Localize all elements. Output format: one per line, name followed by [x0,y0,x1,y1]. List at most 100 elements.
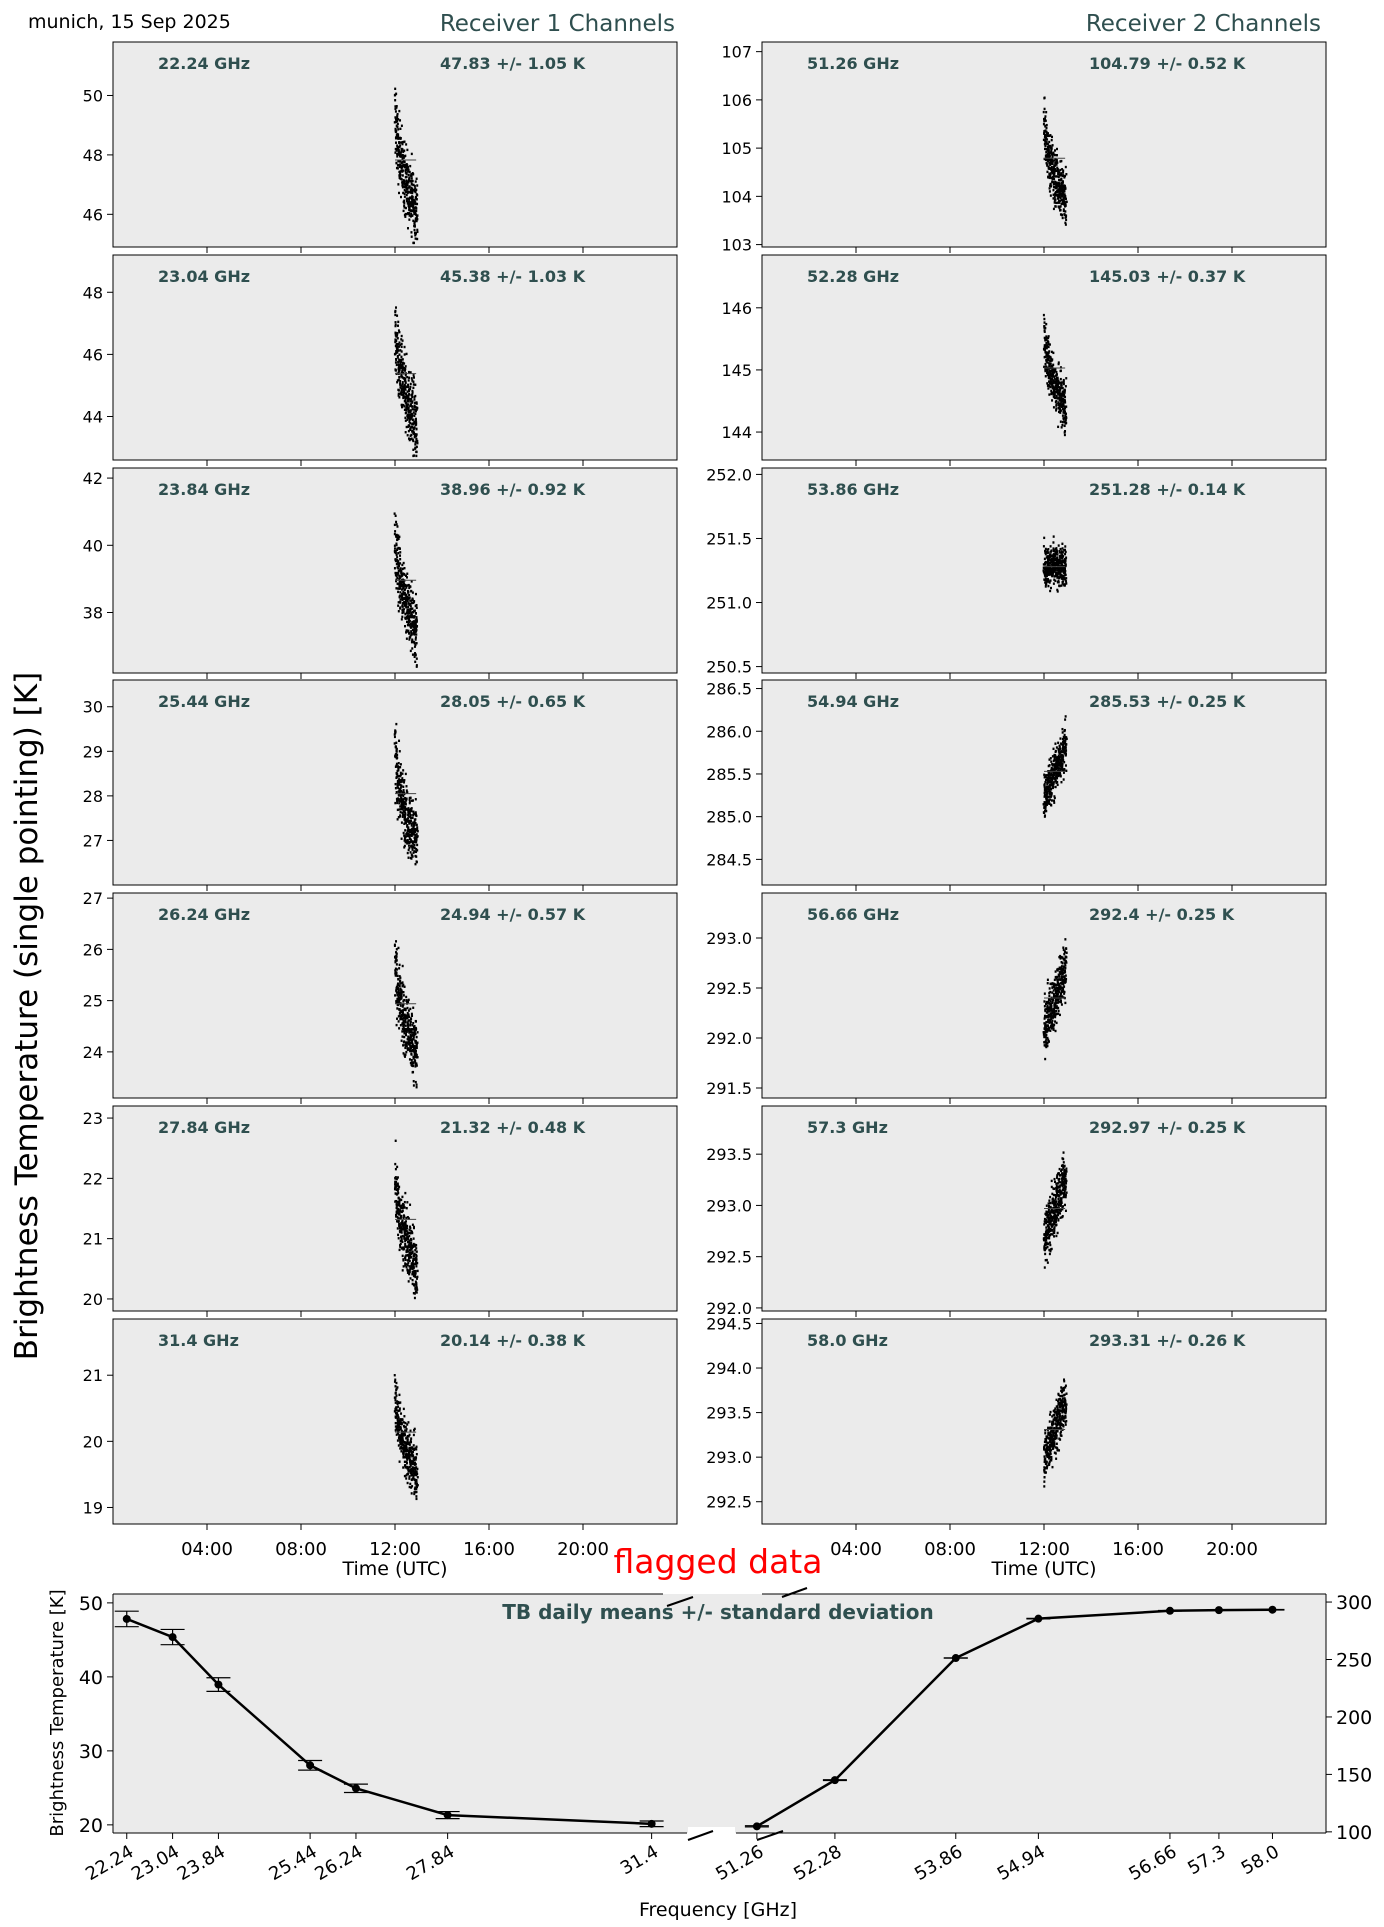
data-point [410,1461,413,1465]
data-point [408,1043,411,1046]
data-point [1045,1237,1048,1241]
data-point [408,1269,411,1273]
data-point [1047,1228,1050,1231]
data-point [412,620,415,623]
data-point [1056,168,1059,171]
data-point [1043,1035,1046,1039]
data-point [395,1177,398,1181]
data-point [1047,548,1050,551]
receiver2-title: Receiver 2 Channels [1086,11,1321,37]
data-point [398,1421,401,1425]
data-point [1054,561,1057,565]
data-point [409,1267,412,1270]
y-tick-label: 292.5 [706,1248,752,1267]
data-point [401,141,404,144]
data-point [414,180,417,183]
data-point [403,408,406,411]
data-point [405,408,408,412]
data-point [409,404,412,408]
data-point [408,1259,411,1263]
data-point [405,1206,408,1210]
data-point [406,1038,409,1041]
data-point [404,154,407,157]
data-point [394,116,397,119]
data-point [394,1425,397,1428]
data-point [415,423,418,426]
data-point [395,358,398,362]
data-point [402,591,405,594]
data-point [402,1434,405,1437]
data-point [1053,1211,1056,1215]
data-point [401,981,404,984]
data-point [1044,794,1047,798]
data-point [1048,1227,1051,1231]
data-point [405,385,408,388]
data-point [1059,954,1062,958]
data-point [1050,382,1053,386]
data-point [397,320,400,324]
frequency-label: 52.28 GHz [807,267,899,286]
data-point [1057,1006,1060,1010]
data-point [1057,361,1060,364]
data-point [411,848,414,851]
data-point [404,1237,407,1241]
data-point [411,607,414,610]
data-point [1062,171,1065,174]
data-point [415,642,418,645]
data-point [1059,420,1062,423]
data-point [1058,569,1061,572]
data-point [397,149,400,152]
data-point [1048,1006,1051,1010]
data-point [402,798,405,801]
data-point [398,1423,401,1426]
data-point [406,851,409,855]
data-points [393,87,419,245]
data-point [398,1185,401,1189]
data-point [1049,385,1052,389]
data-point [1044,570,1047,573]
data-point [1046,1041,1049,1045]
data-point [1063,749,1066,752]
data-point [1053,796,1056,800]
data-point [406,1012,409,1015]
data-point [402,1456,405,1459]
data-point [398,802,401,805]
data-point [414,636,417,639]
data-point [397,1405,400,1408]
y-tick-label: 23 [83,1109,103,1128]
data-point [1053,1003,1056,1006]
data-point [1064,741,1067,744]
data-point [396,1007,399,1010]
data-point [411,200,414,204]
data-point [403,199,406,202]
data-point [1063,391,1066,394]
mean-std-label: 20.14 +/- 0.38 K [440,1331,586,1350]
data-point [1055,998,1058,1002]
data-point [414,237,417,240]
y-tick-label: 20 [83,1432,103,1451]
data-point [396,114,399,117]
data-point [1046,978,1049,982]
data-point [411,438,414,441]
data-point [406,620,409,624]
data-point [394,1385,397,1388]
data-point [1044,581,1047,584]
data-point [395,520,398,524]
data-point [406,595,409,599]
data-point [1060,556,1063,559]
data-point [398,1198,401,1201]
data-point [1061,731,1064,734]
data-point [1052,785,1055,789]
data-point [409,1458,412,1461]
data-point [1045,1045,1048,1049]
data-point [416,184,419,187]
data-point [1052,535,1055,538]
data-point [1061,956,1064,959]
data-point [1065,214,1068,217]
data-point [1049,194,1052,197]
data-point [415,847,418,851]
data-point [1046,384,1049,387]
data-point [1047,1208,1050,1212]
